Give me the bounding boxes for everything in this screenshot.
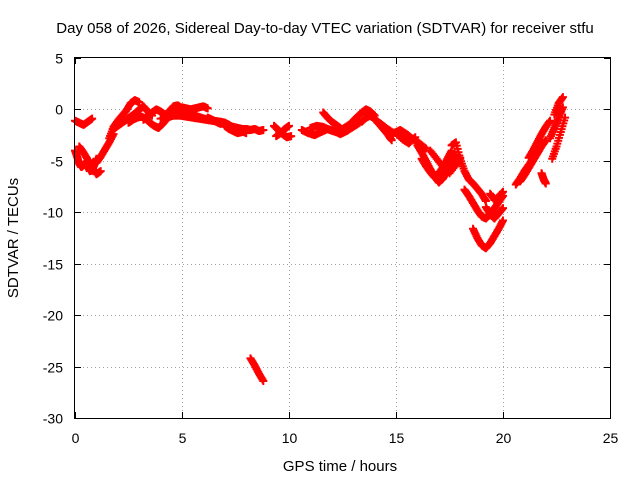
- x-tick-label: 25: [603, 430, 619, 446]
- data-point: [259, 126, 268, 134]
- y-tick-label: -10: [43, 205, 63, 221]
- y-tick-label: -25: [43, 360, 63, 376]
- y-tick-label: -5: [51, 154, 64, 170]
- data-point: [242, 126, 251, 134]
- series-trace-ai: [524, 116, 555, 162]
- series-trace-al: [548, 113, 570, 163]
- series-trace-am: [550, 93, 567, 119]
- data-point: [541, 179, 550, 188]
- data-point: [541, 136, 550, 145]
- series-trace-a: [71, 114, 97, 129]
- data-point: [561, 113, 570, 122]
- y-tick-label: -30: [43, 411, 63, 427]
- series-trace-ae: [481, 203, 507, 223]
- y-axis-label: SDTVAR / TECUs: [5, 178, 22, 298]
- data-point: [558, 93, 567, 102]
- series-trace-ah: [516, 136, 550, 186]
- data-point: [203, 104, 212, 113]
- data-point: [546, 116, 555, 125]
- data-point: [96, 167, 105, 176]
- series-trace-t: [319, 108, 345, 132]
- series-trace-c: [75, 142, 105, 179]
- x-tick-label: 10: [282, 430, 298, 446]
- data-point: [421, 144, 430, 153]
- y-tick-labels: -30 -25 -20 -15 -10 -5 0 5: [43, 51, 63, 427]
- data-point: [499, 187, 507, 196]
- x-tick-label: 20: [496, 430, 512, 446]
- data-point: [287, 132, 296, 141]
- series-trace-o: [246, 354, 268, 385]
- series-trace-n: [220, 121, 251, 138]
- series-trace-x: [392, 129, 420, 148]
- data-point: [499, 204, 507, 213]
- data-point: [88, 114, 97, 123]
- data-point: [259, 376, 268, 385]
- y-tick-label: 0: [55, 102, 63, 118]
- data-point: [499, 216, 507, 225]
- y-tick-label: 5: [55, 51, 63, 67]
- series-trace-ad: [469, 216, 507, 253]
- series-trace-q: [272, 121, 293, 141]
- data-point: [409, 134, 418, 143]
- y-tick-label: -15: [43, 257, 63, 273]
- x-axis-label: GPS time / hours: [283, 458, 397, 475]
- x-tick-label: 15: [389, 430, 405, 446]
- data-points: [71, 93, 570, 385]
- x-tick-label: 5: [179, 430, 187, 446]
- data-point: [411, 133, 420, 142]
- data-point: [387, 136, 396, 145]
- x-tick-label: 0: [72, 430, 80, 446]
- plot-frame: [74, 57, 611, 419]
- x-tick-labels: 0 5 10 15 20 25: [72, 430, 619, 446]
- series-trace-af: [486, 187, 507, 204]
- series-trace-ab: [447, 138, 490, 205]
- grid-lines: [75, 58, 610, 418]
- y-tick-label: -20: [43, 308, 63, 324]
- series-trace-aj: [537, 169, 550, 188]
- series-trace-z: [417, 146, 456, 182]
- chart-title: Day 058 of 2026, Sidereal Day-to-day VTE…: [56, 20, 593, 37]
- data-point: [285, 121, 293, 130]
- data-point: [336, 123, 345, 132]
